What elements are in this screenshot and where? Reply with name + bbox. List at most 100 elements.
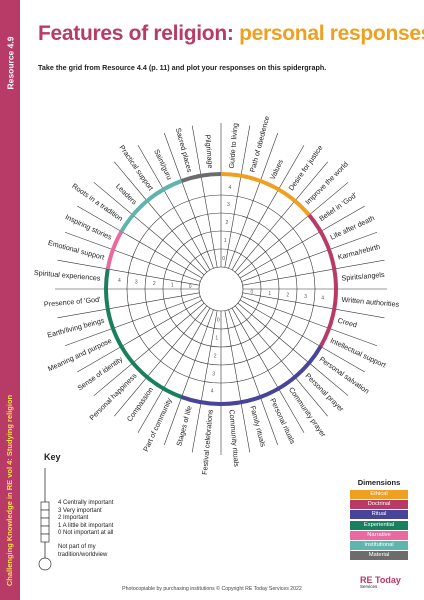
spoke-label: Life after death <box>329 213 376 241</box>
scale-number: 3 <box>135 279 138 285</box>
key-item: 2 Important <box>58 515 89 522</box>
scale-number: 1 <box>215 336 218 342</box>
spoke-line <box>114 161 208 273</box>
spoke-label: Compassion <box>125 385 155 423</box>
dimension-arc <box>180 345 323 406</box>
spoke-label: Path of obedience <box>248 115 272 173</box>
spoke-line <box>234 161 328 273</box>
scale-number: 4 <box>228 185 231 191</box>
spoke-label: Values <box>268 158 285 182</box>
spoke-line <box>241 296 378 347</box>
grid-ring <box>198 266 244 312</box>
spoke-line <box>77 299 203 373</box>
spoke-line <box>114 305 208 417</box>
spoke-line <box>77 205 203 279</box>
spoke-line <box>228 132 279 269</box>
spoke-line <box>57 292 200 319</box>
scale-number: 3 <box>227 202 230 208</box>
scale-number: 4 <box>211 388 214 394</box>
spoke-line <box>137 145 211 271</box>
spoke-line <box>224 310 251 453</box>
spoke-label: Creed <box>337 316 358 330</box>
scale-number: 3 <box>212 371 215 377</box>
spoke-line <box>237 182 349 276</box>
spoke-label: Sacred places <box>174 127 195 174</box>
title-part-2: personal responses <box>239 22 424 45</box>
spoke-label: Presence of 'God' <box>44 295 102 309</box>
dimension-arc <box>119 179 183 233</box>
spoke-label: Stages of life <box>174 405 193 447</box>
spoke-line <box>93 182 205 276</box>
dimension-arc <box>220 172 311 217</box>
scale-number: 1 <box>224 238 227 244</box>
page-title: Features of religion: personal responses <box>38 22 424 46</box>
spoke-line <box>163 132 214 269</box>
dimension-item: Ritual <box>350 510 408 520</box>
dimension-arc <box>104 268 183 399</box>
instruction-text: Take the grid from Resource 4.4 (p. 11) … <box>38 63 327 72</box>
key-item: 0 Not important at all <box>58 530 114 537</box>
spoke-label: Inspiring stories <box>64 212 114 242</box>
key-scale-icon <box>38 468 52 571</box>
spoke-label: Leaders <box>114 182 139 207</box>
key-not-part: Not part of my tradition/worldview <box>58 544 108 558</box>
spoke-line <box>137 307 211 433</box>
key-panel: Key 4 Centrally important 3 Very importa… <box>38 452 158 571</box>
spoke-line <box>191 310 218 453</box>
spoke-label: Earth/living beings <box>46 316 105 340</box>
spoke-line <box>224 125 251 268</box>
scale-number: 2 <box>153 281 156 287</box>
spoke-label: Written authorities <box>341 295 400 309</box>
re-today-logo: RE Today Services <box>360 575 401 589</box>
spoke-line <box>239 299 365 373</box>
title-part-1: Features of religion: <box>38 22 234 45</box>
spoke-line <box>237 302 349 396</box>
scale-number: 0 <box>189 284 192 290</box>
spoke-line <box>234 305 328 417</box>
spoke-label: Spiritual experiences <box>34 268 102 283</box>
spoke-line <box>191 125 218 268</box>
dimension-arc <box>307 213 338 348</box>
key-item: 3 Very important <box>58 507 102 514</box>
spoke-line <box>239 205 365 279</box>
spoke-label: Spirits/angels <box>341 270 385 283</box>
spoke-label: Pilgrimage <box>203 134 215 169</box>
scale-number: 0 <box>222 256 225 262</box>
scale-number: 2 <box>286 293 289 299</box>
scale-number: 4 <box>321 296 324 302</box>
spoke-line <box>57 259 200 286</box>
spoke-label: Part of community <box>141 396 174 453</box>
scale-number: 4 <box>118 278 121 284</box>
dimension-arc <box>180 172 222 183</box>
spoke-line <box>64 296 201 347</box>
spoke-line <box>242 259 385 286</box>
spoke-label: Guide to living <box>227 123 240 169</box>
spoke-line <box>93 302 205 396</box>
spoke-line <box>242 292 385 319</box>
dimensions-heading: Dimensions <box>357 478 401 487</box>
spoke-label: Belief in 'God' <box>317 190 359 223</box>
key-item: 1 A little bit important <box>58 522 114 529</box>
dimension-item: Narrative <box>350 530 408 540</box>
sidebar-strip: Resource 4.9 Challenging Knowledge in RE… <box>0 0 20 600</box>
key-heading: Key <box>44 452 61 462</box>
scale-number: 2 <box>225 220 228 226</box>
scale-number: 1 <box>268 291 271 297</box>
spoke-line <box>241 231 378 282</box>
spoke-label: Festival celebrations <box>200 409 215 475</box>
spoke-line <box>163 309 214 446</box>
spoke-line <box>231 307 305 433</box>
dimension-item: Institutional <box>350 540 408 550</box>
dimension-item: Material <box>350 551 408 561</box>
spoke-line <box>228 309 279 446</box>
dimension-arc <box>105 230 124 270</box>
scale-number: 3 <box>304 294 307 300</box>
spoke-line <box>64 231 201 282</box>
spoke-label: Community rituals <box>227 409 241 467</box>
scale-number: 2 <box>214 354 217 360</box>
dimension-item: Ethical <box>350 490 408 499</box>
key-list: 4 Centrally important 3 Very important 2… <box>58 500 158 538</box>
spoke-label: Family rituals <box>248 405 268 449</box>
dimension-item: Experiential <box>350 520 408 530</box>
